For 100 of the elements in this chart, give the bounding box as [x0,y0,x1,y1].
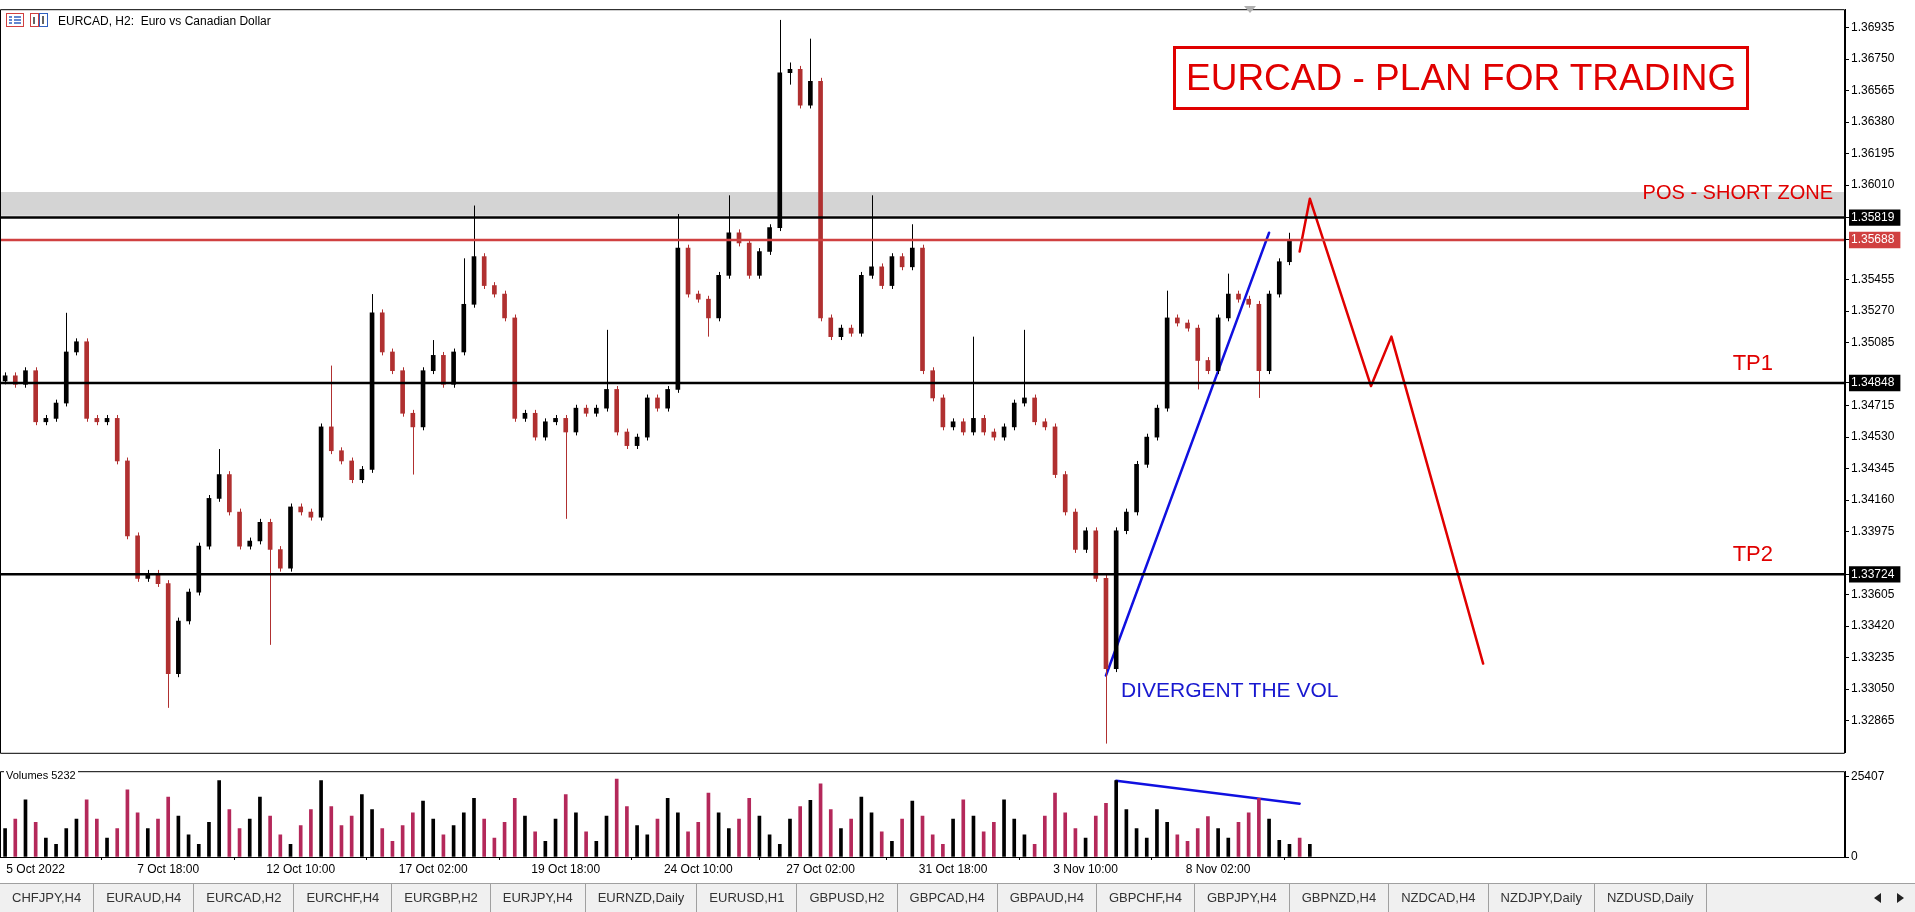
y-tick-label: 1.34848 [1851,375,1895,390]
y-tick-label: 1.33724 [1851,566,1895,581]
y-tick-label: 1.34160 [1851,492,1895,507]
bar [828,809,833,857]
y-tick-label: 1.36380 [1851,114,1895,129]
bar [584,831,588,857]
bar [614,778,619,857]
x-tick-label: 24 Oct 10:00 [663,861,733,876]
bar [115,828,120,857]
y-tick-label: 1.32865 [1851,712,1895,727]
text: GBPUSD,H2 [797,884,898,912]
bar [961,799,966,857]
x-tick-label: 19 Oct 18:00 [531,861,601,876]
band-label: POS - SHORT ZONE [1642,181,1833,204]
bar [1257,798,1261,857]
text: CHFJPY,H4 [0,884,95,912]
text: GBPNZD,H4 [1289,884,1390,912]
text: GBPAUD,H4 [997,884,1097,912]
x-tick-label: 5 Oct 2022 [6,861,66,876]
bar [512,798,517,857]
bar [1093,815,1098,857]
bar [900,818,904,857]
x-tick-label: 8 Nov 02:00 [1185,861,1251,876]
bar [563,794,568,857]
ref-line-label: TP1 [1732,350,1773,376]
y-tick-label: 1.35688 [1851,232,1895,247]
y-tick-label: 1.33975 [1851,523,1895,538]
x-tick-label: 31 Oct 18:00 [918,861,988,876]
text: EURCHF,H4 [294,884,393,912]
y-tick-label: 1.34530 [1851,429,1895,444]
bar [625,806,629,857]
y-tick-label: 1.34715 [1851,397,1895,412]
y-tick-label: 1.36010 [1851,177,1895,192]
bar [482,818,487,857]
text: NZDCAD,H4 [1389,884,1489,912]
text: EURNZD,Daily [585,884,698,912]
bar [1042,815,1047,857]
text: EURAUD,H4 [94,884,195,912]
y-tick-label: 1.34345 [1851,460,1895,475]
bar [298,825,303,857]
x-tick-label: 7 Oct 18:00 [137,861,200,876]
bar [533,831,537,857]
y-tick-label: 1.35270 [1851,303,1895,318]
bar [737,818,741,857]
text: NZDUSD,Daily [1594,884,1707,912]
bar [349,815,354,857]
chart-subtitle: EURCAD, H2: Euro vs Canadian Dollar [58,14,271,28]
bar [1104,803,1108,857]
ref-line-label: TP2 [1732,541,1773,567]
bar [1206,816,1210,857]
text: EURJPY,H4 [490,884,586,912]
bar [1053,792,1057,857]
text: NZDJPY,Daily [1488,884,1595,912]
bar [268,815,272,857]
bar [33,821,38,857]
bar [95,818,99,857]
y-tick-label: 0 [1851,849,1858,864]
text: GBPCAD,H4 [897,884,998,912]
bar [156,818,160,857]
text: GBPJPY,H4 [1194,884,1290,912]
bar [696,821,701,857]
x-tick-label: 3 Nov 10:00 [1053,861,1119,876]
y-tick-label: 1.36195 [1851,145,1895,160]
bar [941,844,945,857]
bar [1063,812,1068,857]
y-tick-label: 1.35085 [1851,334,1895,349]
bar [1246,812,1251,857]
x-tick-label: 27 Oct 02:00 [786,861,856,876]
bar [1195,828,1200,857]
bar [309,809,313,857]
text: GBPCHF,H4 [1096,884,1195,912]
y-tick-label: 1.35819 [1851,209,1895,224]
y-tick-label: 1.35455 [1851,271,1895,286]
bar [13,818,18,857]
bar [380,828,385,857]
bar [992,821,996,857]
bar [166,796,171,857]
y-tick-label: 1.33420 [1851,618,1895,633]
text: EURCAD - PLAN FOR TRADING [1173,46,1750,110]
bar [747,798,752,857]
y-tick-label: 1.33050 [1851,681,1895,696]
y-tick-label: 1.33605 [1851,586,1895,601]
y-tick-label: 1.33235 [1851,649,1895,664]
y-tick-label: 1.36750 [1851,51,1895,66]
x-tick-label: 17 Oct 02:00 [398,861,468,876]
annotation: DIVERGENT THE VOL [1121,678,1339,702]
y-tick-label: 1.36565 [1851,82,1895,97]
bar [278,834,283,857]
text: EURGBP,H2 [392,884,491,912]
bar [879,831,884,857]
text: EURUSD,H1 [697,884,798,912]
bar [930,834,935,857]
chart-title: Volumes 5232 [4,769,78,781]
bar [798,806,803,857]
bar [849,818,853,857]
text: EURCAD,H2 [194,884,295,912]
x-tick-label: 12 Oct 10:00 [266,861,336,876]
bar [686,831,690,857]
bar [411,812,415,857]
y-tick-label: 1.36935 [1851,19,1895,34]
